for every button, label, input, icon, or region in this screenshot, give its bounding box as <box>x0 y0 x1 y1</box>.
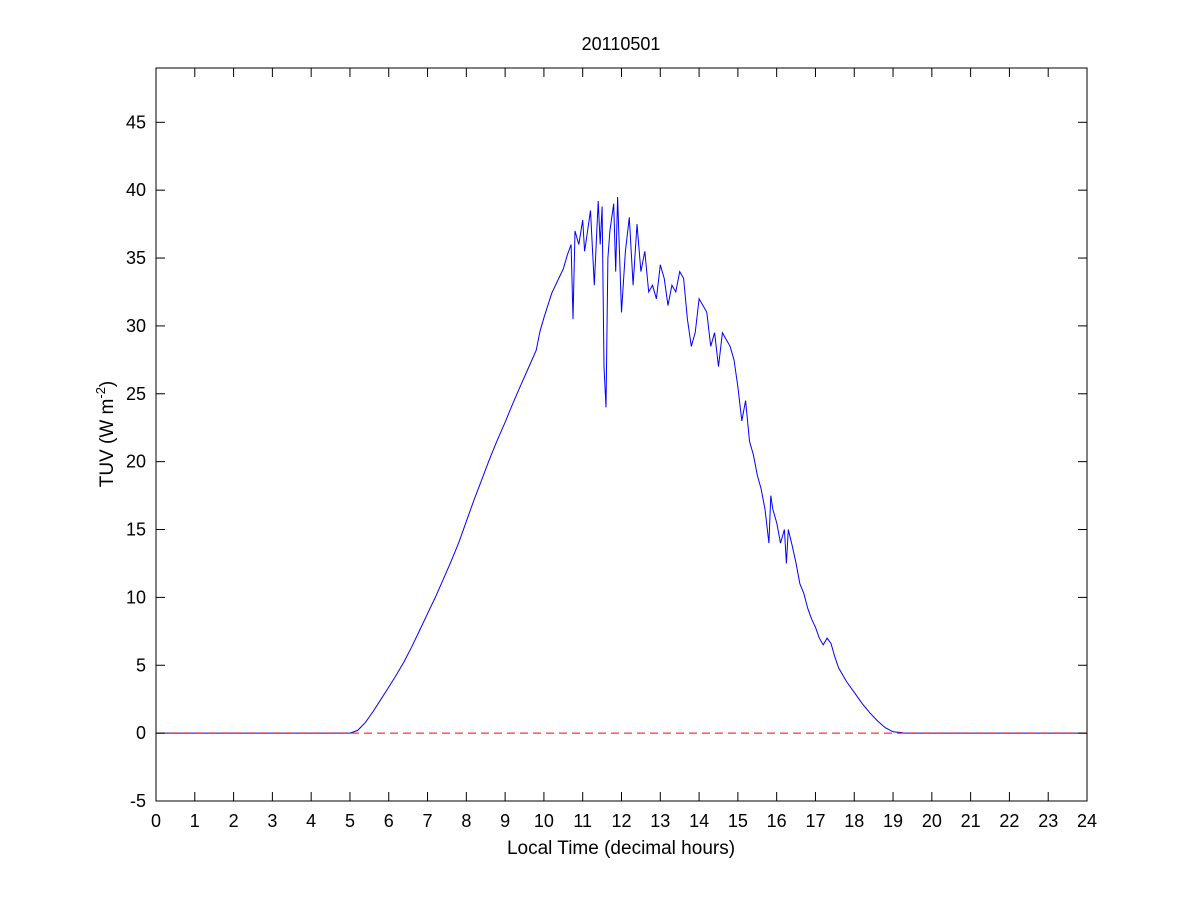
x-tick-label: 19 <box>883 811 903 831</box>
chart-title: 20110501 <box>582 34 661 54</box>
y-axis-label: TUV (W m-2) <box>93 381 118 488</box>
axis-ticks <box>155 68 1088 802</box>
x-tick-label: 3 <box>267 811 277 831</box>
x-axis-label: Local Time (decimal hours) <box>507 838 735 859</box>
tick-labels: 0 1 2 3 4 5 6 7 8 9 10 11 12 13 14 15 16 17 18 19 20 21 22 23 24… <box>126 112 1097 831</box>
tuv-series-line <box>156 196 1087 734</box>
x-tick-label: 17 <box>805 811 825 831</box>
y-tick-label: 35 <box>126 248 146 268</box>
y-tick-label: 0 <box>136 723 146 743</box>
y-tick-label: 40 <box>126 180 146 200</box>
x-tick-label: 0 <box>151 811 161 831</box>
x-tick-label: 15 <box>728 811 748 831</box>
x-tick-label: 16 <box>767 811 787 831</box>
x-tick-label: 7 <box>423 811 433 831</box>
y-tick-label: 5 <box>136 655 146 675</box>
y-axis-label-sup: -2 <box>93 387 108 399</box>
y-tick-label: 15 <box>126 520 146 540</box>
x-tick-label: 4 <box>306 811 316 831</box>
y-tick-label: 20 <box>126 452 146 472</box>
y-tick-label: 25 <box>126 384 146 404</box>
x-tick-label: 10 <box>534 811 554 831</box>
x-tick-label: 12 <box>611 811 631 831</box>
x-tick-label: 23 <box>1038 811 1058 831</box>
x-tick-label: 14 <box>689 811 709 831</box>
y-tick-label: 30 <box>126 316 146 336</box>
x-tick-label: 9 <box>500 811 510 831</box>
y-tick-label: 10 <box>126 587 146 607</box>
x-tick-label: 2 <box>229 811 239 831</box>
plot-area <box>155 67 1088 802</box>
x-tick-label: 8 <box>461 811 471 831</box>
x-tick-label: 5 <box>345 811 355 831</box>
x-tick-label: 13 <box>650 811 670 831</box>
x-tick-label: 22 <box>999 811 1019 831</box>
x-tick-label: 11 <box>573 811 592 831</box>
x-tick-label: 6 <box>384 811 394 831</box>
y-axis-label-main: TUV (W m <box>97 399 118 488</box>
axes-box <box>155 67 1088 802</box>
x-tick-label: 18 <box>844 811 864 831</box>
y-axis-label-tail: ) <box>97 381 118 387</box>
x-tick-label: 20 <box>922 811 942 831</box>
x-tick-label: 21 <box>961 811 981 831</box>
y-tick-label: -5 <box>130 791 146 811</box>
y-tick-label: 45 <box>126 112 146 132</box>
x-tick-label: 1 <box>190 811 200 831</box>
x-tick-label: 24 <box>1077 811 1097 831</box>
